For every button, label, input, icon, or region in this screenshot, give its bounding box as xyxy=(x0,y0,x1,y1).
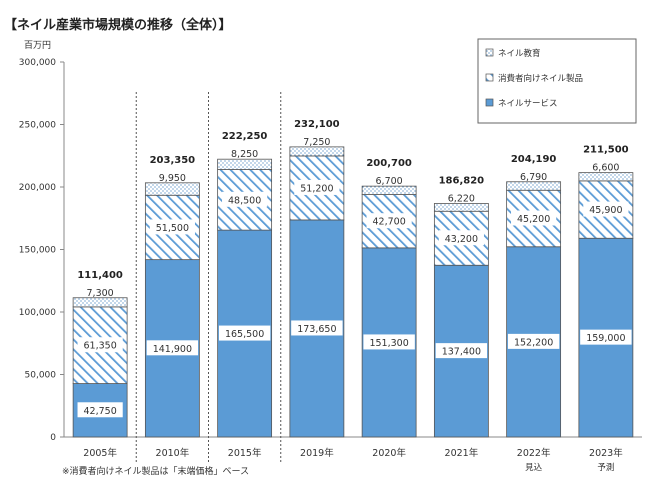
data-label-service: 141,900 xyxy=(153,344,192,355)
bar-segment-education xyxy=(217,158,273,170)
data-label-education: 6,790 xyxy=(520,172,547,183)
total-label: 186,820 xyxy=(439,175,485,186)
data-label-bg xyxy=(291,320,343,336)
data-label-education: 7,250 xyxy=(303,137,330,148)
y-tick-label: 200,000 xyxy=(19,183,56,193)
data-label-consumer-products: 51,500 xyxy=(156,223,189,234)
data-label-education: 6,600 xyxy=(592,163,619,174)
legend-label: 消費者向けネイル製品 xyxy=(498,73,583,84)
data-label-bg xyxy=(146,340,199,356)
data-label-education: 8,250 xyxy=(231,149,258,160)
data-label-education: 6,700 xyxy=(376,176,403,187)
x-tick-sublabel: 予測 xyxy=(597,462,614,473)
data-label-bg xyxy=(77,337,123,353)
y-tick-label: 250,000 xyxy=(19,121,56,131)
data-label-education: 7,300 xyxy=(87,288,114,299)
data-label-bg xyxy=(580,329,632,345)
data-label-service: 151,300 xyxy=(369,338,408,349)
total-label: 211,500 xyxy=(583,145,629,156)
legend-box xyxy=(477,38,637,124)
legend-label: ネイル教育 xyxy=(498,48,541,59)
bar-segment-education xyxy=(578,172,634,182)
data-label-service: 165,500 xyxy=(225,329,264,340)
data-label-service: 159,000 xyxy=(586,333,625,344)
data-label-consumer-products: 45,900 xyxy=(589,205,622,216)
x-tick-label: 2010年 xyxy=(156,447,190,459)
y-tick-label: 300,000 xyxy=(19,58,56,68)
data-label-bg xyxy=(511,210,557,226)
data-label-bg xyxy=(438,230,484,246)
data-label-bg xyxy=(77,402,123,418)
bar-segment-education xyxy=(361,185,417,195)
total-label: 111,400 xyxy=(77,270,123,281)
legend-swatch xyxy=(485,98,494,107)
y-tick-label: 150,000 xyxy=(19,246,56,256)
data-label-education: 6,220 xyxy=(448,193,475,204)
legend-swatch xyxy=(485,73,494,82)
data-label-bg xyxy=(435,343,488,359)
total-label: 204,190 xyxy=(511,154,557,165)
data-label-consumer-products: 51,200 xyxy=(300,183,333,194)
data-label-consumer-products: 48,500 xyxy=(228,195,261,206)
data-label-bg xyxy=(366,213,412,229)
data-label-bg xyxy=(363,334,415,350)
y-tick-label: 0 xyxy=(50,433,56,443)
data-label-consumer-products: 42,700 xyxy=(373,217,406,228)
x-tick-label: 2021年 xyxy=(445,447,479,459)
x-tick-label: 2005年 xyxy=(83,447,117,459)
data-label-consumer-products: 43,200 xyxy=(445,234,478,245)
total-label: 203,350 xyxy=(150,155,196,166)
y-axis-unit: 百万円 xyxy=(24,40,51,51)
data-label-consumer-products: 45,200 xyxy=(517,214,550,225)
y-tick-label: 100,000 xyxy=(19,308,56,318)
data-label-bg xyxy=(583,201,629,217)
data-label-service: 173,650 xyxy=(297,324,336,335)
bar-segment-education xyxy=(506,181,562,191)
chart-title: 【ネイル産業市場規模の推移（全体）】 xyxy=(4,18,232,33)
bar-segment-education xyxy=(433,203,489,212)
data-label-bg xyxy=(149,219,195,235)
total-label: 200,700 xyxy=(366,158,412,169)
legend-swatch xyxy=(485,48,494,57)
x-tick-label: 2015年 xyxy=(228,447,262,459)
total-label: 232,100 xyxy=(294,119,340,130)
data-label-bg xyxy=(218,325,271,341)
y-tick-label: 50,000 xyxy=(25,371,57,381)
data-label-service: 152,200 xyxy=(514,337,553,348)
legend-label: ネイルサービス xyxy=(498,99,558,109)
data-label-bg xyxy=(222,191,268,207)
data-label-service: 42,750 xyxy=(84,406,117,417)
bar-segment-education xyxy=(289,146,345,157)
data-label-consumer-products: 61,350 xyxy=(84,341,117,352)
data-label-education: 9,950 xyxy=(159,173,186,184)
bar-segment-education xyxy=(72,297,128,308)
x-tick-label: 2020年 xyxy=(372,447,406,459)
data-label-bg xyxy=(294,179,340,195)
bar-segment-education xyxy=(144,182,200,196)
total-label: 222,250 xyxy=(222,131,268,142)
x-tick-label: 2019年 xyxy=(300,447,334,459)
x-tick-label: 2023年 xyxy=(589,447,623,459)
footnote: ※消費者向けネイル製品は「末端価格」ベース xyxy=(62,467,250,477)
data-label-bg xyxy=(507,333,560,349)
x-tick-label: 2022年 xyxy=(517,447,551,459)
x-tick-sublabel: 見込 xyxy=(525,462,543,473)
data-label-service: 137,400 xyxy=(442,347,481,358)
